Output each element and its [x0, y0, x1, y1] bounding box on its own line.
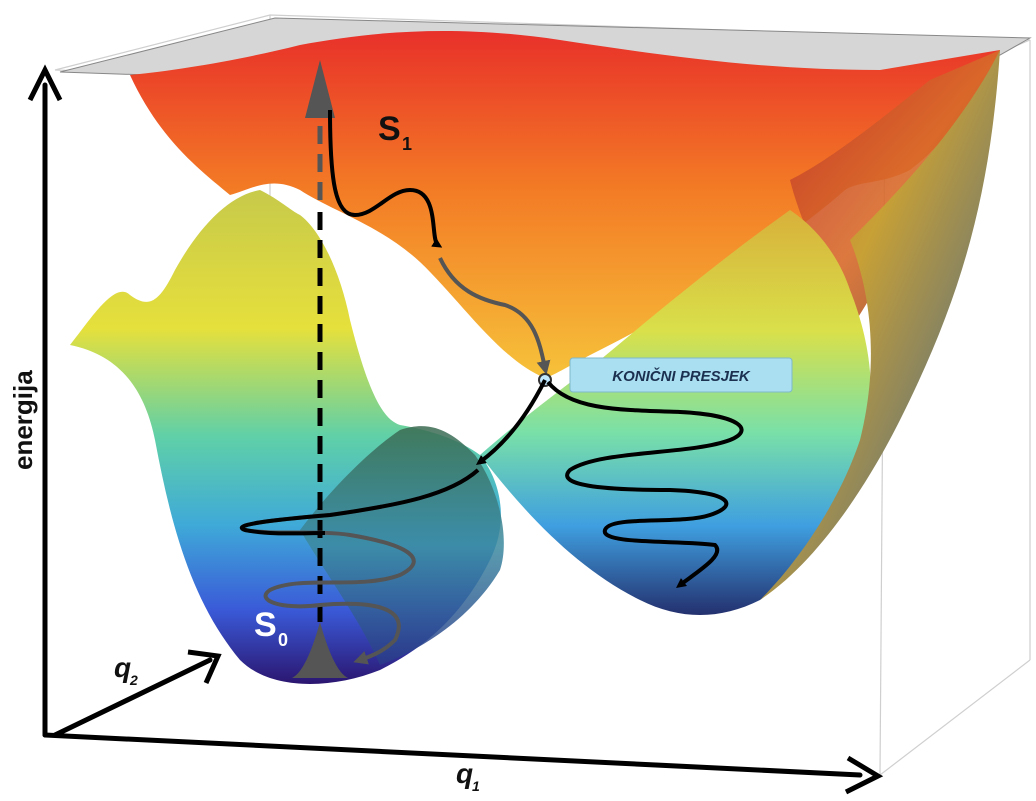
s1-subscript: 1 [402, 134, 412, 154]
q1-axis-label: q [456, 758, 473, 789]
s0-subscript: 0 [278, 630, 288, 650]
ci-branch-left-dark [240, 468, 480, 536]
s0-right-wall [760, 50, 1000, 600]
q1-axis-arrowhead [844, 755, 884, 795]
q1-axis-subscript: 1 [472, 778, 480, 794]
conical-intersection-callout: KONIČNI PRESJEK [569, 357, 793, 393]
ci-branch-left-path [475, 379, 547, 465]
s1-to-ci-path [438, 257, 551, 375]
energy-axis-label: energija [8, 370, 38, 470]
axes [42, 82, 863, 778]
q2-axis-label: q [114, 652, 131, 683]
conical-intersection-label: KONIČNI PRESJEK [612, 367, 751, 385]
absorption-arrowhead [305, 60, 335, 118]
energy-axis-arrowhead [27, 64, 63, 102]
s1-label: S [378, 110, 401, 148]
q2-axis-subscript: 2 [129, 672, 138, 688]
s1-right-fold [790, 50, 1000, 330]
ground-wavepacket [292, 622, 348, 678]
s1-relaxation-path [328, 109, 443, 248]
ci-branch-right-path [546, 380, 744, 588]
q2-axis-arrowhead [187, 649, 222, 685]
s1-surface [130, 30, 1000, 379]
s0-label: S [254, 606, 277, 644]
